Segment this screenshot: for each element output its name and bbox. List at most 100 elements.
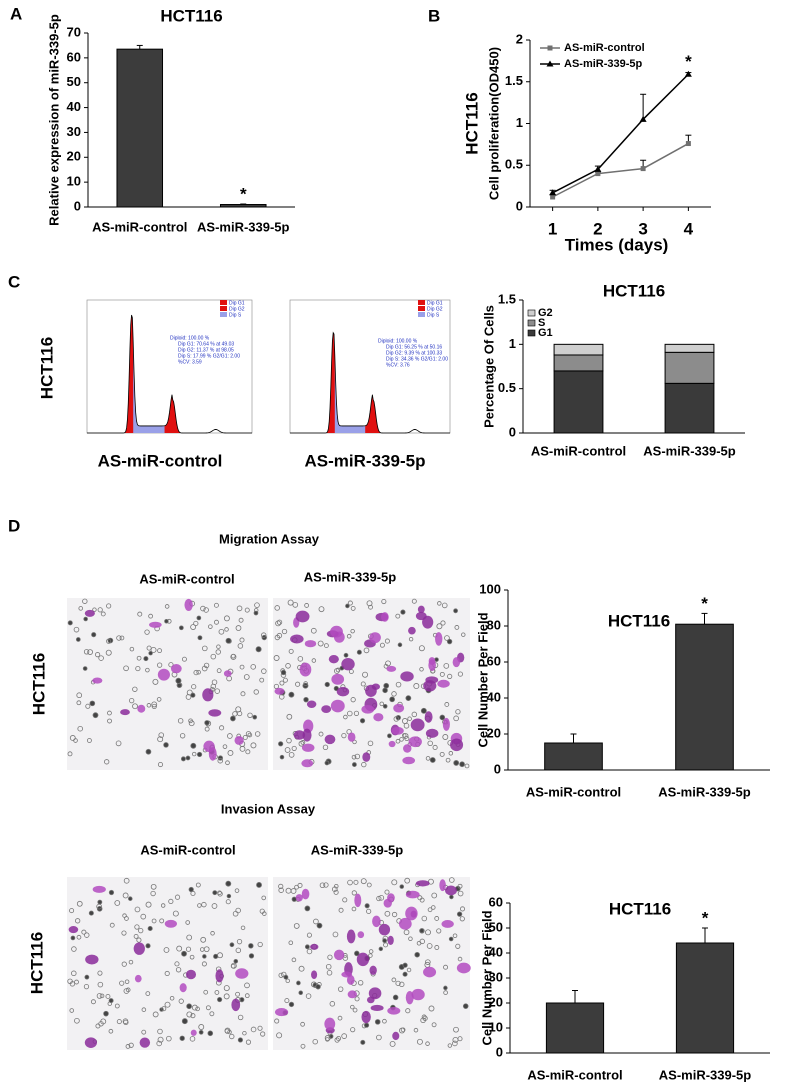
flow-stat: Dip G1: 70.64 % at 49.03	[178, 341, 234, 347]
marker	[595, 171, 601, 177]
pore	[145, 901, 152, 908]
pore	[178, 625, 184, 631]
pore	[245, 749, 251, 755]
pore	[95, 652, 101, 658]
stained-cell	[445, 885, 457, 896]
y-tick-label: 0	[516, 198, 523, 213]
x-tick-label: AS-miR-control	[526, 784, 621, 799]
image-label: AS-miR-control	[139, 571, 234, 586]
pore	[431, 1022, 437, 1028]
pore	[374, 1019, 381, 1025]
stained-cell	[370, 1004, 384, 1012]
pore	[185, 920, 191, 925]
flow-fill	[133, 342, 170, 433]
stained-cell	[299, 662, 312, 677]
pore	[336, 1035, 342, 1041]
pore	[250, 742, 257, 749]
bar-segment	[553, 370, 604, 434]
stained-cell	[120, 709, 130, 716]
pore	[247, 732, 253, 738]
pore	[453, 1026, 459, 1033]
pore	[188, 718, 193, 724]
pore	[378, 946, 384, 952]
stained-cell	[301, 743, 315, 752]
pore	[324, 1035, 331, 1041]
stained-cell	[398, 917, 412, 930]
pore	[279, 680, 285, 686]
pore	[421, 1014, 427, 1020]
pore	[200, 605, 206, 612]
pore	[70, 935, 76, 941]
pore	[393, 716, 400, 722]
y-tick-label: 0.5	[498, 380, 516, 395]
pore	[128, 1042, 134, 1048]
pore	[360, 1039, 366, 1045]
stained-cell	[425, 728, 439, 738]
pore	[416, 1038, 423, 1045]
pore	[174, 961, 180, 967]
flow-stat: Dip S: 17.99 % G2/G1: 2.00	[178, 353, 240, 359]
stained-cell	[149, 621, 162, 628]
pore	[334, 884, 339, 889]
side-label: HCT116	[37, 337, 56, 399]
pore	[324, 760, 330, 766]
stained-cell	[452, 657, 461, 668]
stained-cell	[456, 962, 471, 974]
stained-cell	[92, 885, 106, 893]
stained-cell	[311, 970, 318, 980]
stained-cell	[208, 747, 217, 761]
pore	[157, 761, 164, 768]
pore	[427, 740, 433, 747]
pore	[252, 714, 258, 720]
pore	[190, 692, 196, 698]
pore	[100, 1018, 107, 1025]
y-tick-label: 40	[487, 689, 501, 704]
pore	[343, 652, 349, 658]
pore	[391, 977, 397, 983]
y-axis-label: Cell Number Per Field	[475, 612, 490, 747]
pore	[92, 712, 99, 719]
pore	[176, 945, 183, 952]
pore	[224, 627, 229, 632]
stained-cell	[439, 879, 446, 892]
pore	[203, 607, 209, 613]
stained-cell	[391, 726, 404, 735]
pore	[260, 632, 267, 638]
pore	[285, 887, 292, 894]
stained-cell	[84, 1037, 97, 1048]
pore	[190, 742, 197, 749]
pore	[235, 991, 241, 997]
legend-swatch	[527, 329, 536, 337]
pore	[444, 702, 450, 707]
legend-swatch	[527, 309, 536, 317]
stained-cell	[408, 736, 422, 748]
pore	[210, 931, 215, 936]
chart-title: HCT116	[160, 6, 222, 25]
pore	[284, 747, 291, 753]
pore	[346, 633, 352, 639]
pore	[391, 879, 398, 886]
pore	[296, 980, 301, 986]
legend-marker	[546, 60, 554, 67]
stained-cell	[184, 598, 193, 611]
pore	[145, 991, 151, 996]
pore	[322, 744, 329, 751]
pore	[244, 607, 250, 613]
x-tick-label: 3	[638, 219, 647, 238]
pore	[191, 1004, 198, 1011]
pore	[208, 624, 213, 629]
pore	[242, 734, 248, 740]
y-tick-label: 0	[74, 198, 81, 213]
y-tick-label: 30	[489, 969, 503, 984]
bar-segment	[553, 354, 604, 372]
legend-label: AS-miR-control	[564, 42, 645, 54]
pore	[193, 620, 199, 627]
pore	[205, 1005, 211, 1011]
y-tick-label: 30	[67, 124, 81, 139]
pore	[400, 609, 406, 615]
pore	[350, 697, 356, 703]
pore	[457, 890, 464, 897]
pore	[459, 906, 466, 912]
significance-mark: *	[685, 52, 692, 71]
pore	[76, 692, 83, 699]
